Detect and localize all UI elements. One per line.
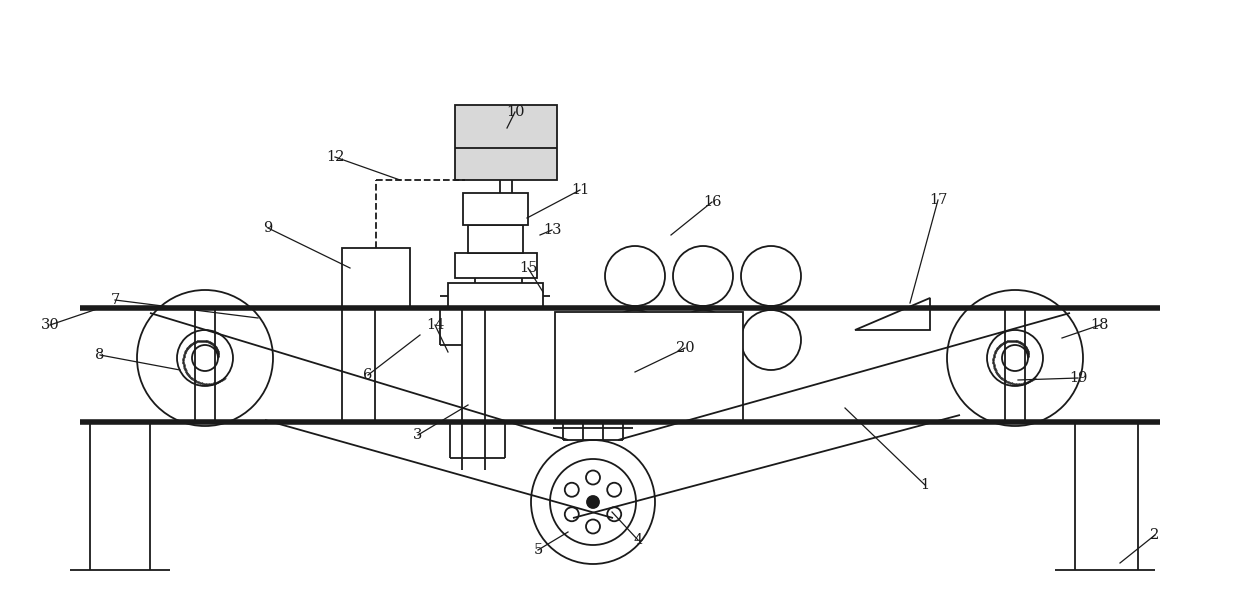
- Bar: [455, 253, 536, 278]
- Bar: [463, 193, 528, 225]
- Text: 6: 6: [363, 368, 373, 382]
- Circle shape: [587, 496, 598, 508]
- Circle shape: [565, 483, 579, 497]
- Circle shape: [565, 507, 579, 521]
- Bar: [449, 283, 543, 308]
- Circle shape: [138, 290, 273, 426]
- Text: 13: 13: [543, 223, 561, 237]
- Text: 5: 5: [533, 543, 543, 557]
- Circle shape: [532, 440, 655, 564]
- Circle shape: [741, 310, 800, 370]
- Circle shape: [550, 459, 636, 545]
- Text: 18: 18: [1090, 318, 1109, 332]
- Text: 19: 19: [1069, 371, 1087, 385]
- Text: 7: 7: [110, 293, 120, 307]
- Text: 9: 9: [264, 221, 273, 235]
- Text: 15: 15: [519, 261, 538, 275]
- Text: 14: 14: [426, 318, 445, 332]
- Text: 3: 3: [414, 428, 422, 442]
- Text: 16: 16: [703, 195, 721, 209]
- Text: 17: 17: [929, 193, 947, 207]
- Text: 11: 11: [571, 183, 589, 197]
- Text: 8: 8: [95, 348, 104, 362]
- Circle shape: [605, 246, 665, 306]
- Text: 2: 2: [1150, 528, 1160, 542]
- Text: 1: 1: [921, 478, 929, 492]
- Circle shape: [586, 520, 600, 533]
- Polygon shape: [855, 298, 930, 330]
- Text: 10: 10: [506, 105, 524, 119]
- Text: 30: 30: [41, 318, 59, 332]
- Bar: [455, 105, 558, 180]
- Circle shape: [605, 310, 665, 370]
- Bar: [468, 225, 523, 253]
- Bar: [555, 312, 743, 422]
- Circle shape: [947, 290, 1083, 426]
- Circle shape: [673, 246, 733, 306]
- Bar: [342, 248, 410, 308]
- Circle shape: [607, 507, 621, 521]
- Text: 12: 12: [326, 150, 344, 164]
- Text: 20: 20: [675, 341, 694, 355]
- Circle shape: [586, 470, 600, 484]
- Text: 4: 4: [633, 533, 643, 547]
- Circle shape: [673, 310, 733, 370]
- Circle shape: [607, 483, 621, 497]
- Circle shape: [741, 246, 800, 306]
